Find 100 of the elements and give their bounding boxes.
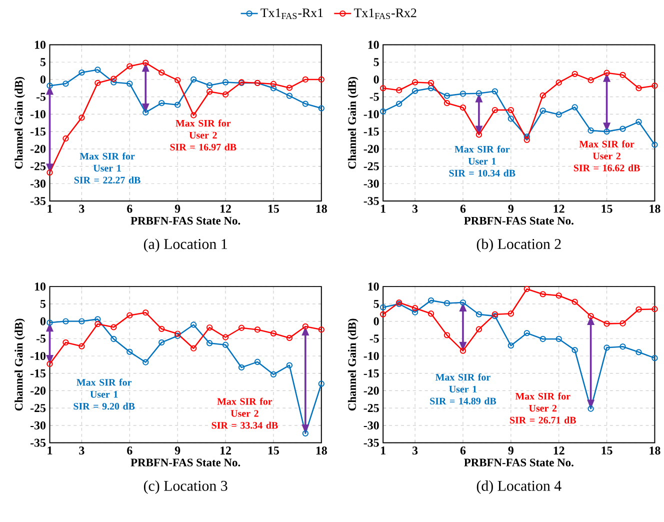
point (524, 330, 530, 336)
point (286, 92, 293, 99)
y-tick-label: -15 (30, 127, 46, 136)
x-tick-label: 9 (508, 446, 514, 454)
x-axis-title: PRBFN-FAS State No. (464, 458, 574, 466)
y-tick-label: -35 (30, 438, 46, 447)
point (126, 348, 133, 355)
annotation: Max SIR for User 1 SIR = 9.20 dB (74, 378, 135, 410)
x-tick-label: 3 (79, 446, 84, 454)
y-tick-label: -20 (364, 144, 379, 153)
point (396, 86, 402, 94)
point (444, 332, 450, 338)
y-tick-label: -25 (30, 162, 46, 170)
point (142, 109, 149, 116)
point (556, 336, 562, 342)
y-tick-label: -35 (364, 438, 379, 447)
point (302, 323, 308, 330)
y-tick-label: -10 (30, 110, 46, 118)
point (572, 70, 578, 77)
point (158, 326, 165, 332)
point (174, 76, 181, 84)
y-tick-label: -30 (30, 179, 46, 188)
point (508, 342, 514, 348)
x-tick-label: 15 (602, 204, 612, 213)
y-tick-label: 0 (374, 317, 379, 326)
point (588, 76, 594, 84)
y-tick-label: -10 (364, 110, 379, 118)
point (62, 318, 69, 324)
point (62, 80, 69, 87)
point (588, 405, 594, 412)
point (238, 364, 245, 370)
point (78, 342, 85, 350)
point (110, 78, 117, 86)
y-tick-label: -30 (30, 421, 46, 430)
y-axis-title: Channel Gain (dB) (14, 318, 25, 410)
point (110, 324, 117, 330)
point (62, 339, 69, 346)
point (492, 88, 498, 94)
point (190, 76, 197, 82)
point (460, 348, 466, 354)
point (222, 91, 229, 98)
y-tick-label: 5 (40, 300, 46, 308)
y-tick-label: -5 (370, 92, 379, 101)
point (524, 286, 530, 292)
x-tick-label: 3 (79, 204, 84, 213)
point (556, 79, 562, 86)
y-tick-label: -5 (36, 92, 46, 101)
y-tick-label: 10 (35, 40, 46, 49)
x-tick-label: 6 (127, 446, 132, 454)
y-tick-label: -15 (364, 127, 379, 136)
annotation: Max SIR for User 2 SIR = 26.71 dB (510, 392, 576, 424)
point (222, 334, 229, 340)
y-tick-label: -20 (30, 386, 46, 395)
point (460, 104, 466, 111)
point (556, 111, 562, 118)
point (636, 348, 642, 356)
point (206, 88, 213, 95)
point (302, 76, 308, 82)
y-tick-label: 0 (374, 75, 379, 84)
point (126, 312, 133, 318)
y-tick-label: -15 (364, 369, 379, 378)
annotation: Max SIR for User 2 SIR = 16.97 dB (170, 119, 236, 150)
point (94, 80, 101, 86)
y-axis-title: Channel Gain (dB) (348, 76, 358, 169)
point (206, 340, 213, 346)
point (620, 343, 626, 350)
point (126, 80, 133, 87)
annotation: Max SIR for User 1 SIR = 10.34 dB (449, 145, 516, 176)
x-tick-label: 3 (412, 446, 418, 454)
point (588, 312, 594, 319)
point (508, 310, 514, 317)
text: (c) Location 3 (144, 480, 228, 494)
x-tick-label: 9 (508, 204, 514, 213)
x-tick-label: 1 (381, 446, 386, 454)
annotation: Max SIR for User 1 SIR = 22.27 dB (74, 152, 140, 184)
point (286, 362, 293, 368)
point (270, 84, 277, 92)
point (444, 92, 450, 99)
point (428, 84, 434, 92)
y-tick-label: -35 (30, 196, 46, 205)
y-tick-label: -10 (364, 352, 379, 360)
point (540, 107, 546, 114)
y-axis-title: Channel Gain (dB) (14, 76, 25, 169)
point (78, 69, 85, 76)
text: (a) Location 1 (144, 238, 227, 252)
point (540, 336, 546, 342)
y-tick-label: -25 (30, 404, 46, 412)
point (556, 292, 562, 298)
text: (b) Location 2 (476, 238, 561, 252)
point (428, 310, 434, 317)
point (412, 304, 418, 311)
annotation: Max SIR for User 2 SIR = 33.34 dB (212, 398, 278, 429)
x-tick-label: 6 (460, 446, 466, 454)
point (254, 326, 261, 333)
y-tick-label: 5 (374, 58, 379, 66)
y-axis-title: Channel Gain (dB) (348, 318, 358, 410)
point (572, 346, 578, 353)
point (270, 80, 277, 87)
point (508, 106, 514, 113)
point (444, 300, 450, 306)
